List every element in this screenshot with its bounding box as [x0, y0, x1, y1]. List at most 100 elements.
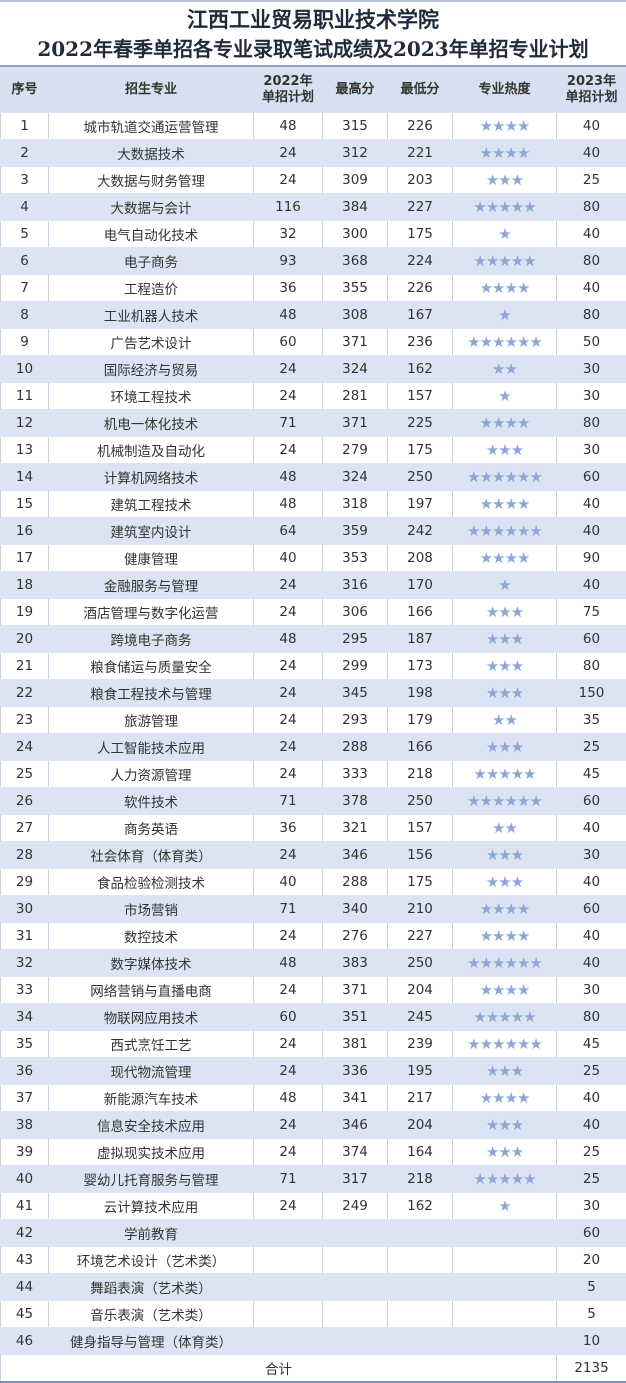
- star-icon: ★: [529, 954, 541, 972]
- row-plan-2023: 80: [557, 302, 626, 329]
- row-index: 38: [1, 1112, 49, 1139]
- row-plan-2022: 24: [254, 572, 323, 599]
- row-max-score: [323, 1247, 388, 1274]
- row-plan-2022: 71: [254, 788, 323, 815]
- star-icon: ★: [486, 441, 498, 459]
- star-icon: ★: [517, 495, 529, 513]
- row-plan-2022: 71: [254, 410, 323, 437]
- row-major: 现代物流管理: [49, 1058, 254, 1085]
- star-icon: ★: [511, 765, 523, 783]
- row-heat: ★★★★★: [453, 1004, 557, 1031]
- star-icon: ★: [498, 1008, 510, 1026]
- star-icon: ★: [511, 171, 523, 189]
- row-plan-2022: 64: [254, 518, 323, 545]
- row-heat: [453, 1328, 557, 1355]
- row-plan-2022: [254, 1301, 323, 1328]
- row-plan-2023: 60: [557, 788, 626, 815]
- star-icon: ★: [498, 441, 510, 459]
- star-icon: ★: [492, 117, 504, 135]
- row-plan-2022: 71: [254, 1166, 323, 1193]
- star-icon: ★: [480, 981, 492, 999]
- row-min-score: [388, 1274, 453, 1301]
- row-min-score: 170: [388, 572, 453, 599]
- star-icon: ★: [492, 522, 504, 540]
- star-icon: ★: [498, 576, 510, 594]
- row-plan-2023: 5: [557, 1274, 626, 1301]
- row-plan-2023: 10: [557, 1328, 626, 1355]
- row-min-score: 167: [388, 302, 453, 329]
- star-icon: ★: [492, 549, 504, 567]
- row-index: 16: [1, 518, 49, 545]
- row-plan-2023: 25: [557, 734, 626, 761]
- row-major: 机械制造及自动化: [49, 437, 254, 464]
- star-icon: ★: [498, 387, 510, 405]
- row-plan-2023: 30: [557, 356, 626, 383]
- row-plan-2023: 20: [557, 1247, 626, 1274]
- row-max-score: 321: [323, 815, 388, 842]
- row-major: 舞蹈表演（艺术类）: [49, 1274, 254, 1301]
- row-min-score: 210: [388, 896, 453, 923]
- row-major: 人工智能技术应用: [49, 734, 254, 761]
- row-heat: ★★★★★: [453, 248, 557, 275]
- star-icon: ★: [480, 549, 492, 567]
- star-icon: ★: [517, 1089, 529, 1107]
- star-icon: ★: [529, 333, 541, 351]
- row-major: 新能源汽车技术: [49, 1085, 254, 1112]
- row-heat: ★★★: [453, 842, 557, 869]
- header-heat: 专业热度: [453, 67, 557, 113]
- row-plan-2023: 25: [557, 1058, 626, 1085]
- star-icon: ★: [498, 1170, 510, 1188]
- row-plan-2023: 25: [557, 1139, 626, 1166]
- star-icon: ★: [523, 1170, 535, 1188]
- row-max-score: 355: [323, 275, 388, 302]
- star-icon: ★: [492, 711, 504, 729]
- row-index: 39: [1, 1139, 49, 1166]
- star-icon: ★: [498, 306, 510, 324]
- row-major: 社会体育（体育类）: [49, 842, 254, 869]
- row-plan-2023: 40: [557, 1085, 626, 1112]
- row-plan-2023: 30: [557, 977, 626, 1004]
- row-heat: [453, 1247, 557, 1274]
- row-major: 电气自动化技术: [49, 221, 254, 248]
- star-icon: ★: [473, 252, 485, 270]
- row-index: 18: [1, 572, 49, 599]
- star-icon: ★: [511, 198, 523, 216]
- row-index: 45: [1, 1301, 49, 1328]
- row-min-score: 221: [388, 140, 453, 167]
- row-index: 10: [1, 356, 49, 383]
- star-icon: ★: [523, 765, 535, 783]
- row-plan-2023: 5: [557, 1301, 626, 1328]
- row-max-score: 324: [323, 464, 388, 491]
- star-icon: ★: [517, 900, 529, 918]
- row-plan-2023: 40: [557, 815, 626, 842]
- star-icon: ★: [473, 198, 485, 216]
- row-plan-2023: 30: [557, 383, 626, 410]
- star-icon: ★: [505, 360, 517, 378]
- header-plan-2022-year: 2022年: [263, 74, 312, 89]
- star-icon: ★: [505, 468, 517, 486]
- star-icon: ★: [486, 738, 498, 756]
- row-index: 32: [1, 950, 49, 977]
- row-min-score: 179: [388, 707, 453, 734]
- row-min-score: 226: [388, 113, 453, 140]
- row-min-score: 162: [388, 356, 453, 383]
- row-min-score: 195: [388, 1058, 453, 1085]
- row-plan-2022: 24: [254, 1193, 323, 1220]
- row-major: 机电一体化技术: [49, 410, 254, 437]
- header-plan-2023-label: 单招计划: [565, 90, 617, 105]
- star-icon: ★: [529, 1035, 541, 1053]
- row-plan-2023: 40: [557, 572, 626, 599]
- row-max-score: 306: [323, 599, 388, 626]
- row-min-score: 175: [388, 869, 453, 896]
